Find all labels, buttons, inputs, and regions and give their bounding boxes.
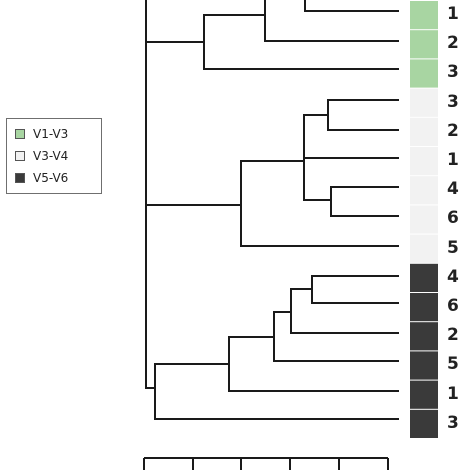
group-swatch xyxy=(410,59,438,88)
leaf-label: 5 xyxy=(447,237,459,258)
group-swatch xyxy=(410,1,438,30)
group-swatch-column xyxy=(410,1,438,438)
legend-label: V5-V6 xyxy=(33,171,69,185)
group-swatch xyxy=(410,117,438,146)
leaf-label: 3 xyxy=(447,91,459,112)
leaf-label: 2 xyxy=(447,33,459,54)
group-swatch xyxy=(410,409,438,438)
group-swatch xyxy=(410,351,438,380)
group-swatch xyxy=(410,147,438,176)
group-swatch xyxy=(410,263,438,292)
group-swatch xyxy=(410,322,438,351)
legend-label: V1-V3 xyxy=(33,127,69,141)
group-swatch xyxy=(410,176,438,205)
leaf-label: 5 xyxy=(447,354,459,375)
leaf-label: 2 xyxy=(447,325,459,346)
dendrogram-tree xyxy=(145,0,399,420)
leaf-label: 3 xyxy=(447,412,459,433)
legend-item-v5-v6: V5-V6 xyxy=(15,169,68,187)
group-swatch xyxy=(410,293,438,322)
leaf-label: 2 xyxy=(447,120,459,141)
legend-swatch xyxy=(15,129,25,139)
leaf-label: 1 xyxy=(447,4,459,24)
legend-swatch xyxy=(15,173,25,183)
leaf-label: 6 xyxy=(447,296,459,316)
legend-item-v1-v3: V1-V3 xyxy=(15,125,68,143)
legend: V1-V3 V3-V4 V5-V6 xyxy=(6,118,102,194)
leaf-label: 4 xyxy=(447,179,459,200)
leaf-label: 1 xyxy=(447,150,459,170)
group-swatch xyxy=(410,88,438,117)
legend-swatch xyxy=(15,151,25,161)
legend-label: V3-V4 xyxy=(33,149,69,163)
group-swatch xyxy=(410,30,438,59)
group-swatch xyxy=(410,205,438,234)
leaf-label: 3 xyxy=(447,62,459,83)
leaf-label: 4 xyxy=(447,266,459,287)
group-swatch xyxy=(410,380,438,409)
leaf-label: 6 xyxy=(447,208,459,229)
legend-item-v3-v4: V3-V4 xyxy=(15,147,68,165)
leaf-label: 1 xyxy=(447,383,459,404)
distance-axis xyxy=(143,457,389,470)
group-swatch xyxy=(410,234,438,263)
